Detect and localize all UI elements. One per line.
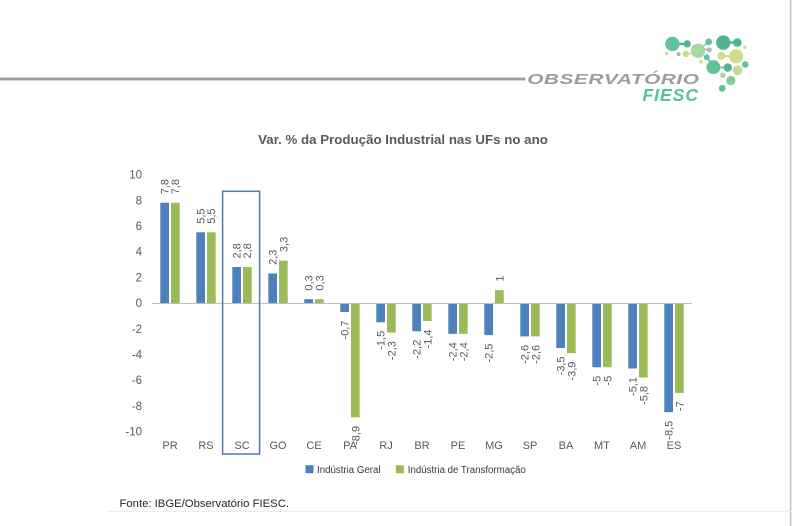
svg-text:RS: RS [198, 440, 213, 452]
svg-text:SP: SP [523, 440, 538, 452]
svg-text:BA: BA [559, 440, 574, 452]
svg-text:SC: SC [234, 440, 249, 452]
svg-text:-0,7: -0,7 [340, 321, 352, 340]
svg-text:Indústria Geral: Indústria Geral [317, 465, 381, 476]
svg-text:-2,2: -2,2 [412, 340, 424, 359]
svg-text:CE: CE [306, 440, 321, 452]
svg-text:-5,1: -5,1 [628, 377, 640, 396]
svg-text:5,5: 5,5 [206, 209, 218, 224]
svg-text:0,3: 0,3 [304, 275, 316, 290]
svg-text:7,8: 7,8 [170, 179, 182, 194]
svg-text:-2: -2 [132, 324, 142, 336]
svg-text:-3,9: -3,9 [566, 362, 578, 381]
svg-text:2,3: 2,3 [268, 250, 280, 265]
svg-text:-2,6: -2,6 [530, 345, 542, 364]
svg-text:RJ: RJ [379, 440, 392, 452]
svg-text:GO: GO [269, 440, 287, 452]
svg-text:-2,4: -2,4 [448, 342, 460, 361]
svg-text:-2,4: -2,4 [458, 342, 470, 361]
svg-text:-8: -8 [132, 401, 142, 413]
svg-text:0: 0 [136, 298, 142, 310]
svg-text:-6: -6 [132, 375, 142, 387]
svg-text:Fonte: IBGE/Observatório FIESC: Fonte: IBGE/Observatório FIESC. [120, 498, 290, 510]
svg-text:6: 6 [136, 221, 142, 233]
svg-text:PR: PR [162, 440, 177, 452]
svg-text:-5: -5 [602, 376, 614, 386]
svg-text:4: 4 [136, 247, 143, 259]
svg-text:-5: -5 [592, 376, 604, 386]
svg-text:-10: -10 [125, 427, 142, 439]
svg-text:-4: -4 [132, 350, 143, 362]
svg-text:2,8: 2,8 [232, 243, 244, 258]
svg-text:10: 10 [129, 170, 142, 182]
svg-text:ES: ES [667, 440, 682, 452]
svg-text:5,5: 5,5 [196, 209, 208, 224]
svg-text:-3,5: -3,5 [556, 357, 568, 376]
svg-text:2: 2 [136, 272, 142, 284]
svg-text:3,3: 3,3 [278, 237, 290, 252]
svg-text:8: 8 [136, 195, 142, 207]
svg-text:-2,5: -2,5 [484, 344, 496, 363]
svg-text:-2,3: -2,3 [386, 341, 398, 360]
svg-text:PA: PA [343, 440, 358, 452]
svg-text:AM: AM [630, 440, 647, 452]
svg-text:0,3: 0,3 [314, 275, 326, 290]
svg-text:2,8: 2,8 [242, 243, 254, 258]
svg-text:BR: BR [414, 440, 429, 452]
svg-text:OBSERVATÓRIO: OBSERVATÓRIO [527, 70, 699, 88]
svg-text:-7: -7 [674, 401, 686, 411]
svg-text:-8,5: -8,5 [664, 421, 676, 440]
svg-text:7,8: 7,8 [160, 179, 172, 194]
svg-text:Indústria de Transformação: Indústria de Transformação [408, 465, 526, 476]
svg-text:-1,5: -1,5 [376, 331, 388, 350]
svg-text:MT: MT [594, 440, 610, 452]
svg-text:MG: MG [485, 440, 503, 452]
svg-text:-8,9: -8,9 [350, 426, 362, 445]
svg-text:PE: PE [451, 440, 466, 452]
svg-text:-2,6: -2,6 [520, 345, 532, 364]
svg-text:1: 1 [494, 275, 506, 281]
svg-text:-1,4: -1,4 [422, 330, 434, 349]
svg-text:-5,8: -5,8 [638, 386, 650, 405]
svg-text:FIESC: FIESC [642, 85, 699, 105]
svg-text:Var. % da Produção Industrial: Var. % da Produção Industrial nas UFs no… [258, 132, 548, 147]
